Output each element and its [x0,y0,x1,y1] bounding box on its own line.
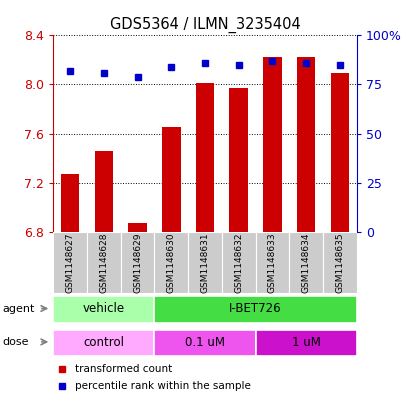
Text: transformed count: transformed count [74,364,171,374]
Bar [154,296,356,323]
Bar [296,57,315,232]
Bar [154,330,255,356]
Title: GDS5364 / ILMN_3235404: GDS5364 / ILMN_3235404 [109,17,300,33]
Bar [229,88,247,232]
Bar [53,232,87,293]
Bar [289,232,322,293]
Bar [128,223,146,232]
Text: dose: dose [2,337,29,347]
Bar [188,232,221,293]
Bar [255,232,289,293]
Text: GSM1148629: GSM1148629 [133,232,142,292]
Text: GSM1148635: GSM1148635 [335,232,344,293]
Bar [53,296,154,323]
Text: GSM1148631: GSM1148631 [200,232,209,293]
Text: agent: agent [2,303,34,314]
Bar [195,83,214,232]
Bar [263,57,281,232]
Bar [162,127,180,232]
Bar [53,330,154,356]
Text: GSM1148630: GSM1148630 [166,232,175,293]
Text: vehicle: vehicle [83,302,125,316]
Text: percentile rank within the sample: percentile rank within the sample [74,381,250,391]
Bar [87,232,120,293]
Text: I-BET726: I-BET726 [229,302,281,316]
Text: GSM1148633: GSM1148633 [267,232,276,293]
Bar [330,73,348,232]
Text: 1 uM: 1 uM [291,336,320,349]
Bar [221,232,255,293]
Text: GSM1148632: GSM1148632 [234,232,243,292]
Text: GSM1148628: GSM1148628 [99,232,108,292]
Bar [61,174,79,232]
Text: GSM1148634: GSM1148634 [301,232,310,292]
Bar [255,330,356,356]
Text: GSM1148627: GSM1148627 [65,232,74,292]
Bar [322,232,356,293]
Bar [94,151,113,232]
Bar [120,232,154,293]
Text: 0.1 uM: 0.1 uM [184,336,225,349]
Text: control: control [83,336,124,349]
Bar [154,232,188,293]
